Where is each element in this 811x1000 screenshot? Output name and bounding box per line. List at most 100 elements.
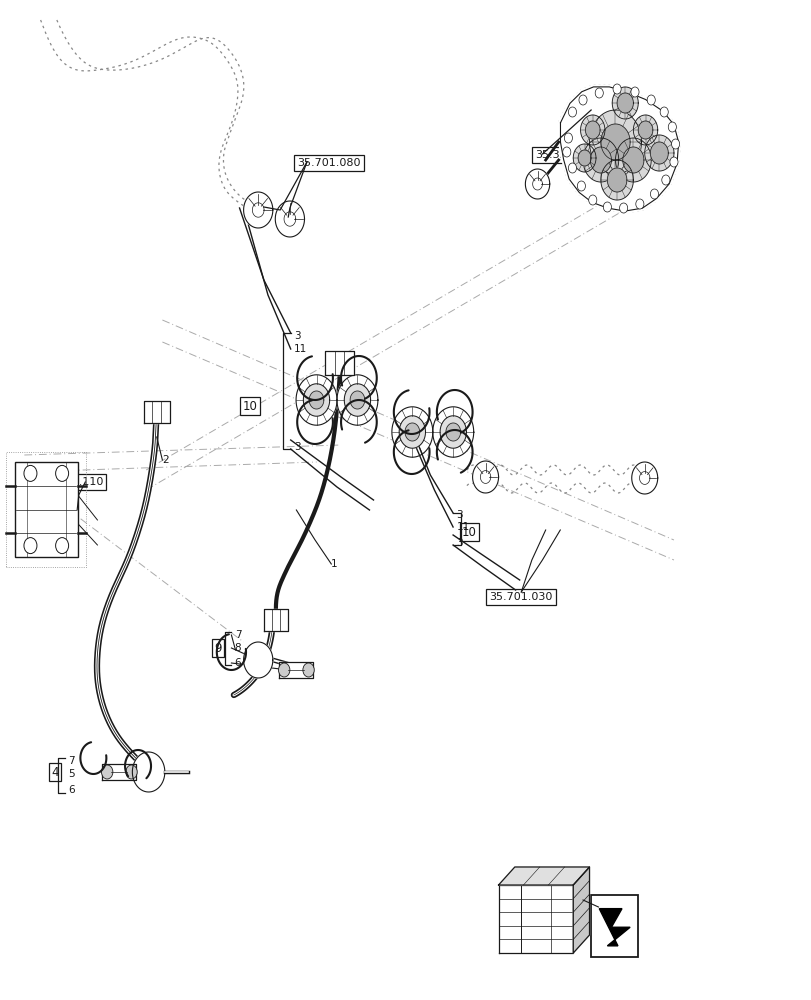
Bar	[15, 462, 78, 557]
Text: 10: 10	[461, 526, 476, 538]
Text: 7: 7	[234, 630, 241, 640]
Text: 3: 3	[294, 331, 300, 341]
Polygon shape	[577, 150, 590, 166]
Circle shape	[650, 189, 658, 199]
Circle shape	[564, 133, 572, 143]
Text: 1: 1	[331, 559, 337, 569]
Polygon shape	[590, 147, 611, 173]
Text: 11: 11	[456, 522, 469, 532]
Polygon shape	[472, 461, 498, 493]
Polygon shape	[324, 351, 354, 375]
Text: 11: 11	[294, 344, 307, 354]
Circle shape	[646, 95, 654, 105]
Circle shape	[24, 538, 37, 554]
Circle shape	[562, 147, 570, 157]
Polygon shape	[599, 909, 629, 946]
Circle shape	[278, 663, 290, 677]
Text: 35.701.110: 35.701.110	[40, 477, 103, 487]
Polygon shape	[337, 375, 377, 425]
Polygon shape	[399, 416, 425, 448]
Polygon shape	[275, 201, 304, 237]
Text: 12: 12	[598, 902, 611, 912]
Polygon shape	[600, 160, 633, 200]
Polygon shape	[344, 384, 370, 416]
Circle shape	[55, 538, 68, 554]
Polygon shape	[580, 115, 604, 145]
Polygon shape	[585, 121, 599, 139]
Circle shape	[603, 202, 611, 212]
Circle shape	[101, 765, 113, 779]
Circle shape	[588, 195, 596, 205]
Circle shape	[24, 465, 37, 481]
Polygon shape	[243, 192, 272, 228]
Polygon shape	[582, 138, 618, 182]
Polygon shape	[631, 462, 657, 494]
Polygon shape	[616, 93, 633, 113]
Circle shape	[568, 163, 576, 173]
Polygon shape	[525, 169, 549, 199]
Text: 8: 8	[234, 643, 241, 653]
Circle shape	[126, 765, 137, 779]
Polygon shape	[303, 384, 329, 416]
Polygon shape	[309, 391, 324, 409]
Text: 3: 3	[456, 510, 462, 520]
Text: 6: 6	[234, 658, 241, 668]
Polygon shape	[264, 609, 288, 631]
Text: 2: 2	[162, 455, 169, 465]
Circle shape	[667, 122, 676, 132]
Polygon shape	[350, 391, 364, 409]
Bar	[590, 895, 637, 957]
Text: 35.701.030: 35.701.030	[489, 592, 552, 602]
Polygon shape	[615, 138, 650, 182]
Polygon shape	[498, 885, 573, 953]
Text: 9: 9	[213, 642, 221, 654]
Polygon shape	[558, 85, 680, 213]
Polygon shape	[650, 142, 667, 164]
Polygon shape	[243, 642, 272, 678]
Polygon shape	[573, 867, 589, 953]
Circle shape	[661, 175, 669, 185]
Polygon shape	[589, 110, 641, 174]
Text: 35.359.575: 35.359.575	[534, 150, 598, 160]
Circle shape	[578, 95, 586, 105]
Text: 4: 4	[51, 766, 59, 778]
Circle shape	[303, 663, 314, 677]
Polygon shape	[633, 115, 657, 145]
Circle shape	[635, 199, 643, 209]
Polygon shape	[637, 121, 652, 139]
Circle shape	[594, 88, 603, 98]
Polygon shape	[560, 87, 678, 211]
Circle shape	[612, 84, 620, 94]
Polygon shape	[144, 401, 169, 423]
Bar	[6, 452, 86, 567]
Circle shape	[55, 465, 68, 481]
Polygon shape	[296, 375, 337, 425]
Text: 7: 7	[68, 756, 75, 766]
Circle shape	[671, 139, 679, 149]
Text: 10: 10	[242, 399, 257, 412]
Polygon shape	[611, 87, 637, 119]
Polygon shape	[102, 764, 136, 780]
Polygon shape	[392, 407, 432, 457]
Polygon shape	[432, 407, 473, 457]
Circle shape	[630, 87, 638, 97]
Text: 3: 3	[456, 538, 462, 548]
Polygon shape	[279, 662, 313, 678]
Text: 3: 3	[294, 442, 300, 452]
Polygon shape	[644, 135, 673, 171]
Circle shape	[568, 107, 576, 117]
Polygon shape	[573, 144, 595, 172]
Polygon shape	[600, 124, 629, 160]
Text: 35.701.080: 35.701.080	[297, 158, 360, 168]
Polygon shape	[445, 423, 460, 441]
Polygon shape	[440, 416, 466, 448]
Polygon shape	[622, 147, 643, 173]
Text: 5: 5	[68, 769, 75, 779]
Circle shape	[619, 203, 627, 213]
Polygon shape	[132, 752, 165, 792]
Circle shape	[577, 181, 585, 191]
Polygon shape	[607, 168, 626, 192]
Text: 6: 6	[68, 785, 75, 795]
Polygon shape	[405, 423, 419, 441]
Polygon shape	[498, 867, 589, 885]
